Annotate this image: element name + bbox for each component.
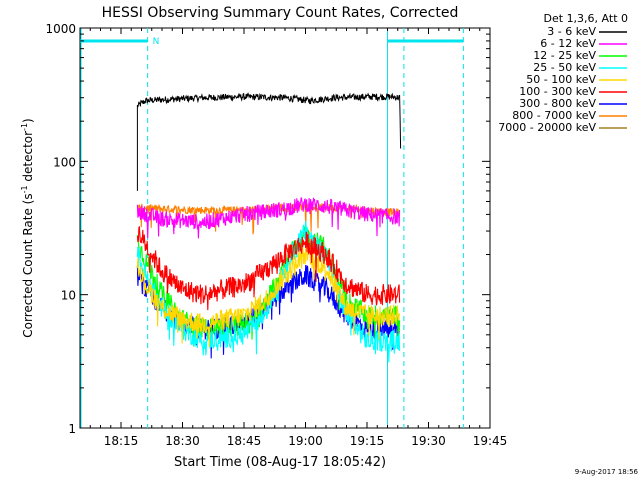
series-line [136, 197, 401, 239]
legend-label: 300 - 800 keV [519, 97, 596, 110]
y-axis-label-end: ) [21, 118, 35, 123]
series-line [136, 220, 401, 363]
y-axis-label-mid: detector [21, 131, 35, 186]
plot-frame [79, 27, 491, 429]
y-axis-label-main: Corrected Count Rate (s [21, 193, 35, 337]
series-line [136, 91, 402, 191]
y-axis-label: Corrected Count Rate (s-1 detector-1) [20, 118, 35, 337]
y-tick-label: 1000 [45, 22, 76, 36]
x-tick-label: 18:15 [104, 434, 139, 448]
series-line [136, 244, 401, 348]
x-tick-label: 18:30 [165, 434, 200, 448]
y-tick-label: 1 [68, 422, 76, 436]
x-axis-label: Start Time (08-Aug-17 18:05:42) [174, 455, 386, 470]
y-tick-label: 10 [61, 289, 76, 303]
series-line [136, 226, 401, 311]
annotation-label: N [153, 37, 160, 47]
legend-label: 100 - 300 keV [519, 85, 596, 98]
x-tick-label: 19:30 [411, 434, 446, 448]
chart-title: HESSI Observing Summary Count Rates, Cor… [102, 5, 459, 21]
y-axis-label-sup2: -1 [20, 123, 29, 131]
y-axis-label-sup1: -1 [20, 185, 29, 193]
observing-overlay: N [80, 28, 464, 428]
x-tick-label: 19:00 [288, 434, 323, 448]
axis-ticks: 18:15 18:30 18:45 19:00 19:15 19:30 19:45 1 10 10… [45, 22, 507, 448]
x-tick-label: 19:15 [350, 434, 385, 448]
series-layer [136, 91, 402, 363]
legend-label: 7000 - 20000 keV [498, 121, 596, 134]
timestamp: 9-Aug-2017 18:56 [575, 468, 639, 476]
legend-label: 12 - 25 keV [533, 49, 596, 62]
legend-label: 6 - 12 keV [540, 37, 596, 50]
legend-label: 3 - 6 keV [547, 25, 596, 38]
x-tick-label: 19:45 [473, 434, 508, 448]
y-tick-label: 100 [53, 155, 76, 169]
x-tick-label: 18:45 [227, 434, 262, 448]
legend-title: Det 1,3,6, Att 0 [544, 12, 628, 25]
legend-label: 50 - 100 keV [526, 73, 596, 86]
legend-label: 800 - 7000 keV [512, 109, 596, 122]
legend-label: 25 - 50 keV [533, 61, 596, 74]
